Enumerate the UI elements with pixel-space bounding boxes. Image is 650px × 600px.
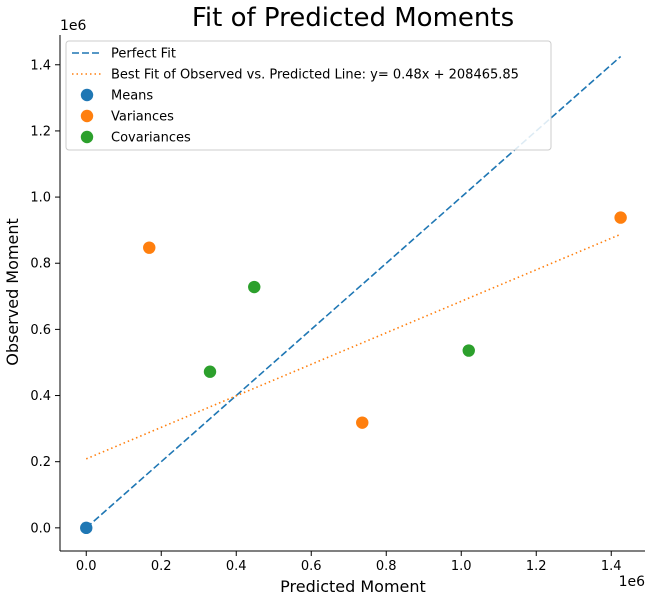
y-tick-label: 0.0 [30,521,51,536]
variances-point [356,416,369,429]
covariances-point [248,280,261,294]
y-tick-label: 0.4 [30,389,51,404]
y-offset-label: 1e6 [60,18,87,34]
y-tick-label: 0.2 [30,455,51,470]
y-tick-label: 0.8 [30,257,51,272]
y-tick-label: 0.6 [30,323,51,338]
x-offset-label: 1e6 [619,574,646,590]
legend: Perfect Fit Best Fit of Observed vs. Pred… [65,40,552,151]
chart-title: Fit of Predicted Moments [192,3,514,33]
best-fit-line [85,233,621,460]
means-point [80,521,93,535]
legend-label: Covariances [111,131,191,146]
x-axis-label: Predicted Moment [280,577,426,596]
x-tick-label: 0.2 [151,559,172,574]
x-tick-label: 1.0 [451,559,472,574]
covariances-point [203,365,217,378]
y-tick-label: 1.0 [30,191,51,206]
y-axis-label: Observed Moment [3,218,22,366]
x-tick-label: 0.8 [376,559,397,574]
legend-marker-swatch [80,88,94,102]
legend-box [65,40,552,151]
x-tick-label: 0.4 [226,559,247,574]
y-tick-label: 1.4 [30,58,51,73]
x-tick-label: 0.6 [301,559,322,574]
y-tick-label: 1.2 [30,124,51,139]
legend-marker-swatch [80,130,94,144]
legend-label: Variances [111,110,174,125]
legend-label: Best Fit of Observed vs. Predicted Line:… [111,68,519,83]
x-tick-label: 1.4 [601,559,622,574]
legend-label: Perfect Fit [111,47,176,62]
x-tick-label: 1.2 [526,559,547,574]
legend-label: Means [111,89,153,104]
covariances-point [462,344,475,357]
legend-marker-swatch [80,109,94,123]
variances-point [614,211,627,224]
x-tick-label: 0.0 [76,559,97,574]
variances-point [143,241,156,254]
